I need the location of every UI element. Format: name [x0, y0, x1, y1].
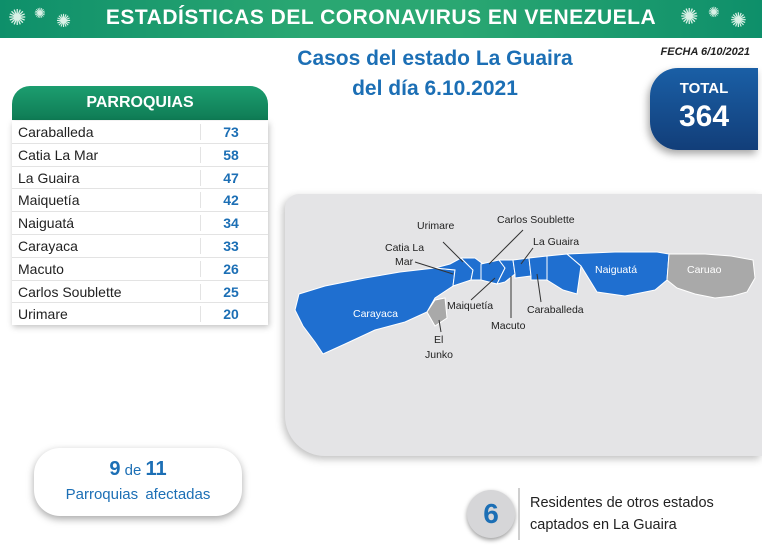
map-label-catia-la-mar-1: Catia La [385, 242, 425, 254]
total-box: TOTAL 364 [650, 68, 758, 150]
row-value: 20 [200, 306, 261, 323]
table-row: Carlos Soublette 25 [12, 281, 268, 304]
map-label-el-junko-2: Junko [425, 349, 454, 361]
affected-parishes-box: 9 de 11 Parroquias afectadas [34, 448, 242, 516]
row-name: Macuto [18, 260, 64, 277]
row-name: Carlos Soublette [18, 283, 122, 300]
map-label-naiguata: Naiguatá [595, 264, 638, 276]
subtitle-line1: Casos del estado La Guaira [297, 47, 573, 70]
row-value: 42 [200, 192, 261, 209]
row-value: 58 [200, 146, 261, 163]
residents-line1: Residentes de otros estados [530, 495, 714, 511]
virus-icon: ✺ [8, 5, 27, 30]
virus-icon: ✺ [56, 11, 72, 31]
row-name: Caraballeda [18, 124, 94, 140]
table-row: Maiquetía 42 [12, 189, 268, 213]
region-naiguata [565, 251, 670, 297]
map-label-carlos-soublette: Carlos Soublette [497, 214, 575, 226]
row-name: Catia La Mar [18, 146, 99, 163]
table-row: Urimare 20 [12, 303, 268, 325]
map-label-catia-la-mar-2: Mar [395, 256, 414, 268]
affected-label: Parroquias afectadas [65, 486, 211, 503]
map-label-maiquetia: Maiquetía [447, 300, 494, 312]
map-label-urimare: Urimare [417, 220, 455, 232]
table-row: Naiguatá 34 [12, 212, 268, 235]
residents-line2: captados en La Guaira [530, 517, 677, 533]
table-row: Macuto 26 [12, 258, 268, 281]
row-value: 26 [200, 260, 261, 277]
affected-count-line: 9 de 11 [34, 458, 242, 481]
table-row: Caraballeda 73 [12, 121, 268, 144]
row-name: Naiguatá [18, 215, 75, 232]
total-label: TOTAL [679, 80, 729, 97]
parroquias-header: PARROQUIAS [12, 86, 268, 120]
map-panel: Urimare Carlos Soublette Catia La Mar La… [285, 194, 762, 456]
parroquias-table: Caraballeda 73 Catia La Mar 58 La Guaira 47… [12, 121, 268, 326]
page-title: ESTADÍSTICAS DEL CORONAVIRUS EN VENEZUEL… [105, 6, 657, 29]
residents-count: 6 [467, 490, 515, 538]
region-el-junko [426, 297, 448, 327]
table-row: Carayaca 33 [12, 235, 268, 258]
residents-divider [518, 488, 520, 540]
map-label-macuto: Macuto [491, 320, 526, 332]
map-label-caraballeda: Caraballeda [527, 304, 584, 316]
row-value: 34 [200, 215, 261, 232]
residents-text: Residentes de otros estados captados en … [530, 492, 714, 536]
row-value: 33 [200, 237, 261, 254]
virus-icon: ✺ [34, 5, 46, 21]
row-name: Maiquetía [18, 192, 80, 209]
subtitle-line2: del día 6.10.2021 [352, 77, 518, 100]
virus-icon: ✺ [680, 4, 699, 29]
virus-icon: ✺ [730, 10, 747, 32]
virus-icon: ✺ [708, 4, 720, 20]
region-caruao [666, 253, 756, 299]
affected-count: 9 [109, 458, 121, 480]
affected-total: 11 [145, 458, 167, 480]
map-label-el-junko-1: El [434, 334, 444, 346]
date-label: FECHA 6/10/2021 [660, 46, 750, 58]
map-label-la-guaira: La Guaira [533, 236, 580, 248]
la-guaira-map [294, 229, 756, 355]
table-row: La Guaira 47 [12, 167, 268, 190]
region-macuto [528, 255, 548, 281]
row-value: 47 [200, 169, 261, 186]
header-banner: ✺ ✺ ✺ ESTADÍSTICAS DEL CORONAVIRUS EN VE… [0, 0, 762, 38]
row-name: La Guaira [18, 169, 80, 186]
table-row: Catia La Mar 58 [12, 144, 268, 167]
row-name: Carayaca [18, 237, 78, 254]
total-value: 364 [678, 100, 730, 133]
row-value: 73 [200, 124, 261, 140]
affected-de: de [124, 462, 142, 479]
map-label-caruao: Caruao [687, 264, 722, 276]
row-name: Urimare [18, 306, 68, 323]
row-value: 25 [200, 283, 261, 300]
region-la-guaira [512, 257, 532, 279]
map-label-carayaca: Carayaca [353, 308, 398, 320]
